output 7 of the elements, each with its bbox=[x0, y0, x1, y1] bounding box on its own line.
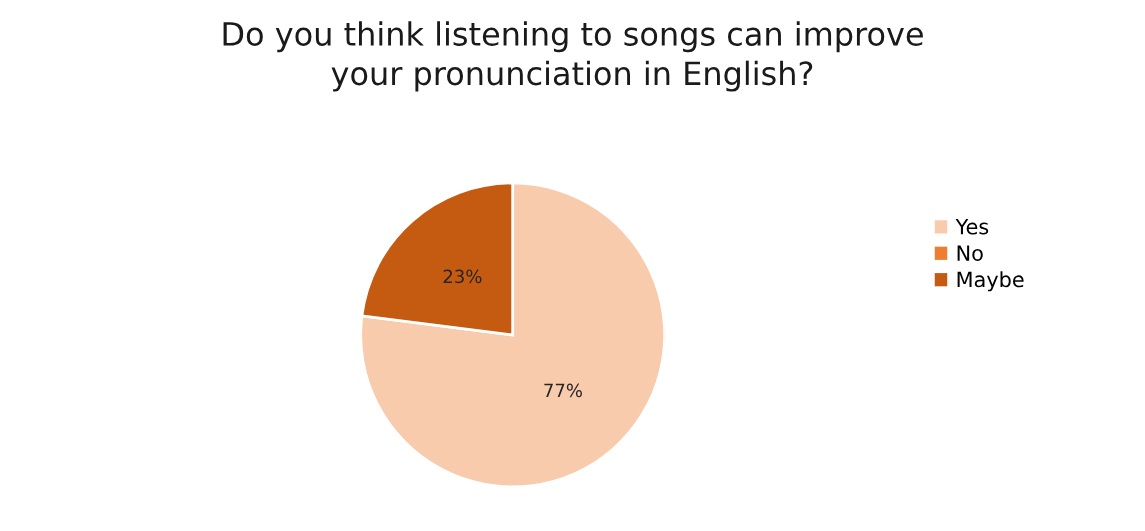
data-label: 23% bbox=[443, 269, 482, 284]
data-label: 77% bbox=[544, 383, 582, 398]
legend-label: Yes bbox=[955, 219, 989, 235]
legend-label: No bbox=[957, 245, 983, 261]
chart-title: Do you think listening to songs can improve your pronunciation in English? bbox=[223, 21, 923, 92]
legend-label: Maybe bbox=[957, 271, 1024, 292]
pie-slice bbox=[360, 182, 665, 487]
